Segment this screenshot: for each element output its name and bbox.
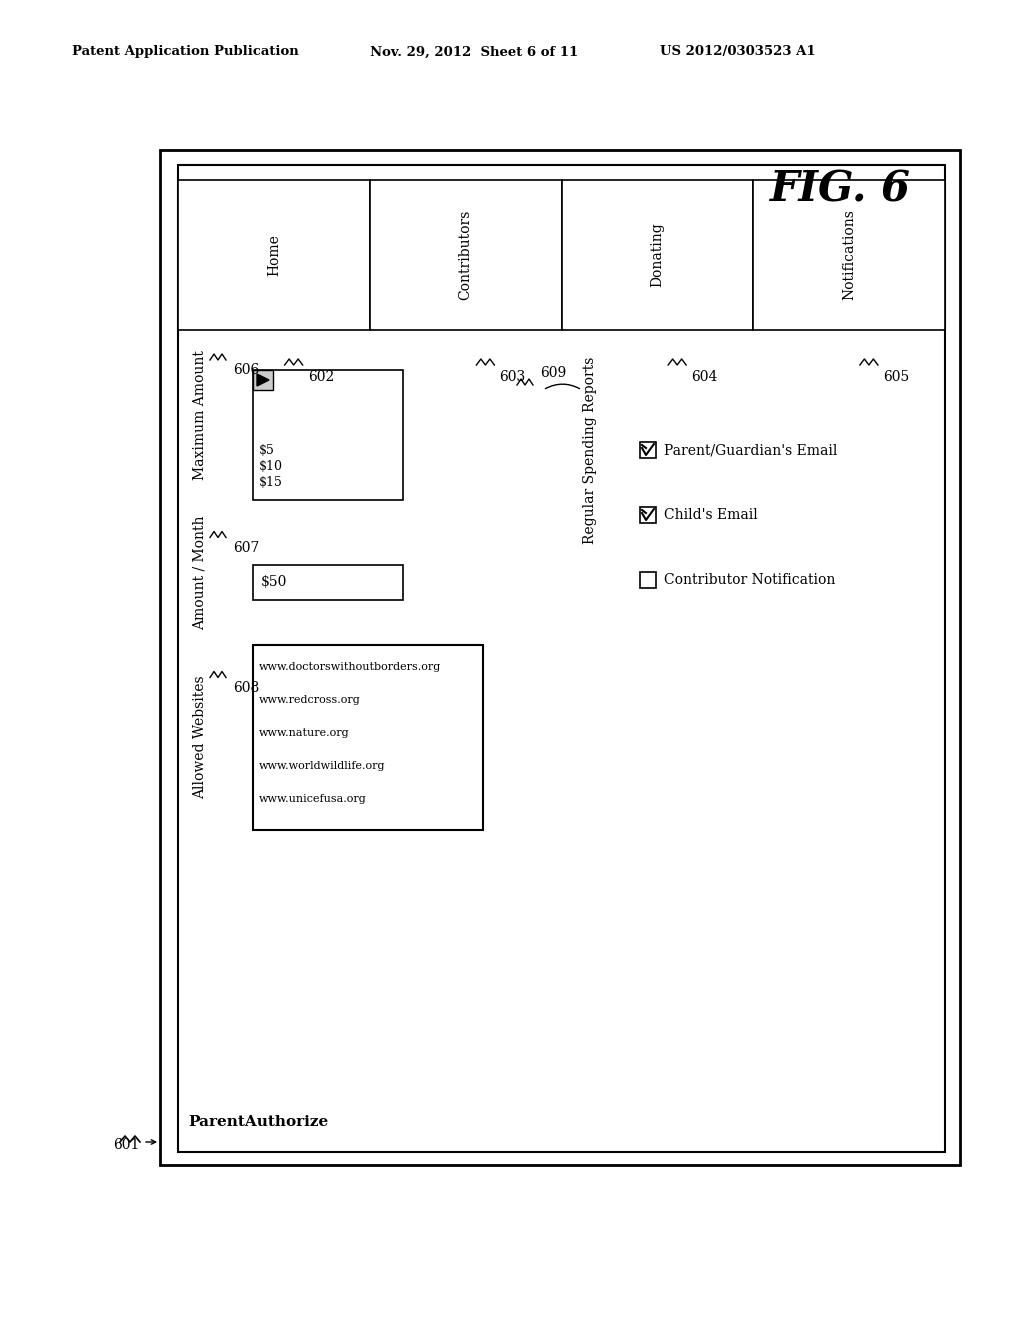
Text: 601: 601 [113, 1138, 139, 1152]
Bar [640, 507, 656, 523]
Text: Regular Spending Reports: Regular Spending Reports [583, 356, 597, 544]
Bar [253, 370, 273, 389]
Text: 604: 604 [691, 370, 718, 384]
Text: Child's Email: Child's Email [664, 508, 758, 521]
Text: Amount / Month: Amount / Month [193, 515, 207, 630]
Text: Maximum Amount: Maximum Amount [193, 350, 207, 480]
Text: 603: 603 [500, 370, 525, 384]
Bar [253, 645, 483, 830]
Text: $50: $50 [261, 576, 288, 590]
Bar [160, 150, 961, 1166]
Bar [253, 370, 403, 500]
Bar [178, 180, 370, 330]
Text: $5: $5 [259, 444, 274, 457]
Text: 608: 608 [233, 681, 259, 694]
Text: 605: 605 [883, 370, 909, 384]
Text: Nov. 29, 2012  Sheet 6 of 11: Nov. 29, 2012 Sheet 6 of 11 [370, 45, 579, 58]
Text: Notifications: Notifications [842, 210, 856, 301]
Bar [754, 180, 945, 330]
Text: FIG. 6: FIG. 6 [769, 169, 910, 211]
Text: www.doctorswithoutborders.org: www.doctorswithoutborders.org [259, 663, 441, 672]
Bar [178, 165, 945, 1152]
Text: $10: $10 [259, 459, 283, 473]
Text: $15: $15 [259, 475, 283, 488]
Text: 602: 602 [307, 370, 334, 384]
Bar [640, 442, 656, 458]
Text: Patent Application Publication: Patent Application Publication [72, 45, 299, 58]
Text: Allowed Websites: Allowed Websites [193, 676, 207, 800]
Text: Parent/Guardian's Email: Parent/Guardian's Email [664, 444, 838, 457]
Bar [640, 572, 656, 587]
Bar [561, 180, 754, 330]
Text: Donating: Donating [650, 223, 665, 288]
Text: Contributors: Contributors [459, 210, 473, 300]
Text: www.unicefusa.org: www.unicefusa.org [259, 795, 367, 804]
Text: 606: 606 [233, 363, 259, 378]
Text: www.nature.org: www.nature.org [259, 729, 349, 738]
Text: www.worldwildlife.org: www.worldwildlife.org [259, 762, 385, 771]
Text: ParentAuthorize: ParentAuthorize [188, 1115, 329, 1129]
Text: 607: 607 [233, 540, 259, 554]
Bar [178, 180, 945, 330]
Text: 609: 609 [540, 366, 566, 380]
Polygon shape [257, 374, 269, 385]
Text: US 2012/0303523 A1: US 2012/0303523 A1 [660, 45, 816, 58]
Text: www.redcross.org: www.redcross.org [259, 696, 360, 705]
Text: Home: Home [267, 234, 281, 276]
Text: Contributor Notification: Contributor Notification [664, 573, 836, 587]
Bar [253, 565, 403, 601]
Bar [370, 180, 561, 330]
